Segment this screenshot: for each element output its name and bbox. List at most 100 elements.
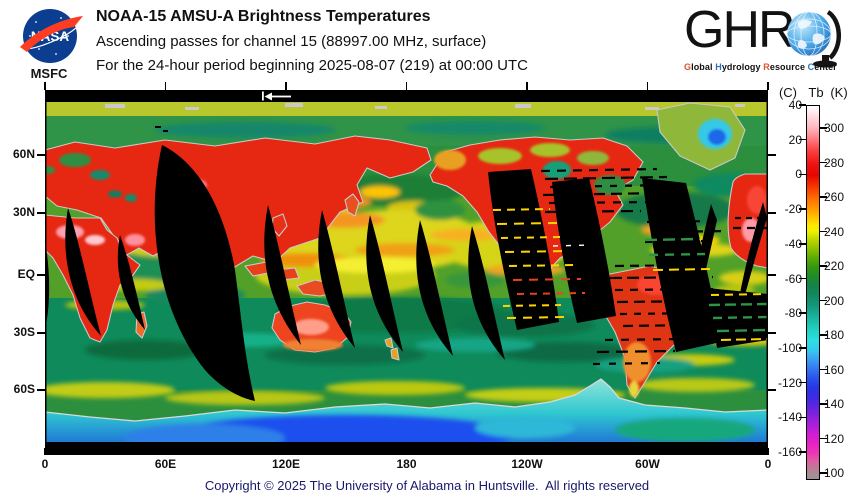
ghrc-tagline-word: esource xyxy=(769,62,808,72)
colorbar-c-label--60: -60 xyxy=(784,271,802,286)
colorbar-c-tick xyxy=(799,312,806,314)
lat-label-60S: 60S xyxy=(13,382,35,396)
scan-line-dashes xyxy=(540,167,768,366)
lon-tick-bottom xyxy=(526,448,528,455)
colorbar-k-label-280: 280 xyxy=(824,155,845,170)
colorbar-c-label--20: -20 xyxy=(784,202,802,217)
colorbar-k-tick xyxy=(820,161,827,164)
lon-tick-bottom xyxy=(646,448,649,455)
colorbar-k-label-300: 300 xyxy=(824,121,845,135)
colorbar-c-tick xyxy=(799,104,806,106)
lon-label-60W-5: 60W xyxy=(635,457,660,471)
ghrc-tagline-word: enter xyxy=(814,62,837,72)
lat-label-30N: 30N xyxy=(12,205,35,219)
lat-tick-left xyxy=(37,274,45,276)
colorbar-k-tick xyxy=(820,437,827,440)
lon-tick-bottom xyxy=(767,448,769,455)
lon-label-180-3: 180 xyxy=(396,457,417,471)
ghrc-globe-icon xyxy=(786,10,841,68)
nasa-stars xyxy=(29,17,69,55)
missing-data-swaths xyxy=(45,145,768,401)
colorbar-k-tick xyxy=(820,472,827,474)
nasa-logo: NASA xyxy=(20,9,83,63)
colorbar-unit-c: (C) xyxy=(778,85,798,100)
lat-label-60N: 60N xyxy=(12,147,35,161)
colorbar-k-label-180: 180 xyxy=(824,328,845,342)
colorbar-c-label--100: -100 xyxy=(777,340,802,355)
colorbar-quantity: Tb xyxy=(808,85,824,100)
colorbar xyxy=(806,105,820,480)
colorbar-k-label-120: 120 xyxy=(824,431,845,446)
colorbar-c-label--40: -40 xyxy=(784,236,802,251)
page-subtitle-period: For the 24-hour period beginning 2025-08… xyxy=(96,57,528,74)
north-polar-band xyxy=(45,90,768,102)
colorbar-k-tick xyxy=(820,299,827,302)
ghrc-wordmark: GHR xyxy=(684,1,796,59)
lon-tick-bottom xyxy=(44,448,46,455)
new-zealand xyxy=(384,337,400,361)
colorbar-c-tick xyxy=(799,451,806,453)
arctic-flecks xyxy=(105,103,745,132)
ghrc-tagline-initial: R xyxy=(763,62,770,72)
lon-tick-top xyxy=(405,82,408,90)
ghrc-logo: GHR Global Hydrology Resource Center xyxy=(684,4,850,78)
nasa-swoosh xyxy=(20,16,83,52)
lat-tick-right xyxy=(768,332,776,334)
lon-tick-bottom xyxy=(164,448,167,455)
colorbar-c-tick xyxy=(799,381,806,384)
antarctica-coastline xyxy=(45,378,768,422)
colorbar-c-tick xyxy=(799,208,806,210)
ghrc-tagline: Global Hydrology Resource Center xyxy=(684,62,850,72)
colorbar-c-label--140: -140 xyxy=(777,410,802,425)
page-subtitle-channel: Ascending passes for channel 15 (88997.0… xyxy=(96,33,487,50)
lon-label-0-0: 0 xyxy=(41,457,49,471)
colorbar-k-tick xyxy=(820,403,827,405)
colorbar-k-tick xyxy=(820,368,827,371)
ghrc-tagline-word: ydrology xyxy=(721,62,764,72)
lon-label-120W-4: 120W xyxy=(511,457,543,471)
colorbar-c-label-40: 40 xyxy=(788,98,802,112)
colorbar-c-label--160: -160 xyxy=(777,445,802,459)
colorbar-k-label-200: 200 xyxy=(824,293,845,308)
ghrc-tagline-initial: H xyxy=(715,62,722,72)
lon-tick-top xyxy=(44,82,46,90)
lon-tick-top xyxy=(526,82,528,90)
lon-label-60E-1: 60E xyxy=(154,457,177,471)
colorbar-k-label-140: 140 xyxy=(824,397,845,411)
lat-tick-right xyxy=(768,154,776,156)
lon-tick-top xyxy=(767,82,769,90)
lat-tick-left xyxy=(37,212,45,214)
colorbar-c-tick xyxy=(799,416,806,419)
lat-tick-left xyxy=(37,154,45,156)
colorbar-unit-k: (K) xyxy=(830,85,848,100)
colorbar-c-tick xyxy=(799,347,806,349)
colorbar-c-tick xyxy=(799,243,806,245)
copyright-notice: Copyright © 2025 The University of Alaba… xyxy=(204,478,650,493)
lat-tick-left xyxy=(37,332,45,334)
lat-tick-right xyxy=(768,212,776,214)
colorbar-c-label--80: -80 xyxy=(784,306,802,321)
colorbar-k-tick xyxy=(820,334,827,336)
page-title: NOAA-15 AMSU-A Brightness Temperatures xyxy=(96,8,431,25)
colorbar-k-label-160: 160 xyxy=(824,362,845,377)
colorbar-k-tick xyxy=(820,230,827,233)
pass-start-marker-icon xyxy=(262,91,291,101)
lat-tick-right xyxy=(768,274,776,276)
lat-label-30S: 30S xyxy=(13,325,35,339)
colorbar-k-label-100: 100 xyxy=(824,466,845,480)
lat-tick-right xyxy=(768,389,776,391)
lon-label-0-6: 0 xyxy=(764,457,772,471)
lon-tick-top xyxy=(164,82,167,90)
lon-tick-bottom xyxy=(405,448,408,455)
colorbar-k-tick xyxy=(820,265,827,267)
lat-tick-left xyxy=(37,389,45,391)
colorbar-c-tick xyxy=(799,277,806,280)
colorbar-c-label-20: 20 xyxy=(788,132,802,147)
ghrc-tagline-word: lobal xyxy=(691,62,716,72)
colorbar-k-label-220: 220 xyxy=(824,259,845,273)
colorbar-c-tick xyxy=(799,173,806,176)
ghrc-tagline-initial: C xyxy=(807,62,815,72)
msfc-label: MSFC xyxy=(30,66,68,81)
lon-tick-top xyxy=(646,82,649,90)
